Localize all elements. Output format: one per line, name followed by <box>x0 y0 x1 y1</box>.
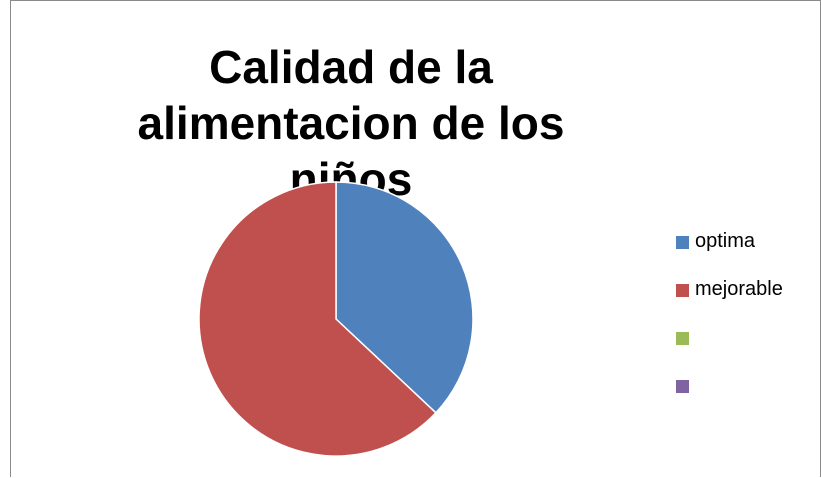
legend-label: optima <box>695 230 756 252</box>
chart-frame: Calidad de la alimentacion de los niños … <box>10 0 821 477</box>
legend-swatch <box>676 380 689 393</box>
legend-swatch <box>676 236 689 249</box>
chart-title: Calidad de la alimentacion de los niños <box>137 41 565 205</box>
legend-label: mejorable <box>695 278 783 300</box>
legend-swatch <box>676 284 689 297</box>
pie-slice-optima <box>335 181 474 414</box>
pie-chart <box>198 181 474 457</box>
legend-swatch <box>676 332 689 345</box>
pie-slice-mejorable <box>198 181 437 457</box>
